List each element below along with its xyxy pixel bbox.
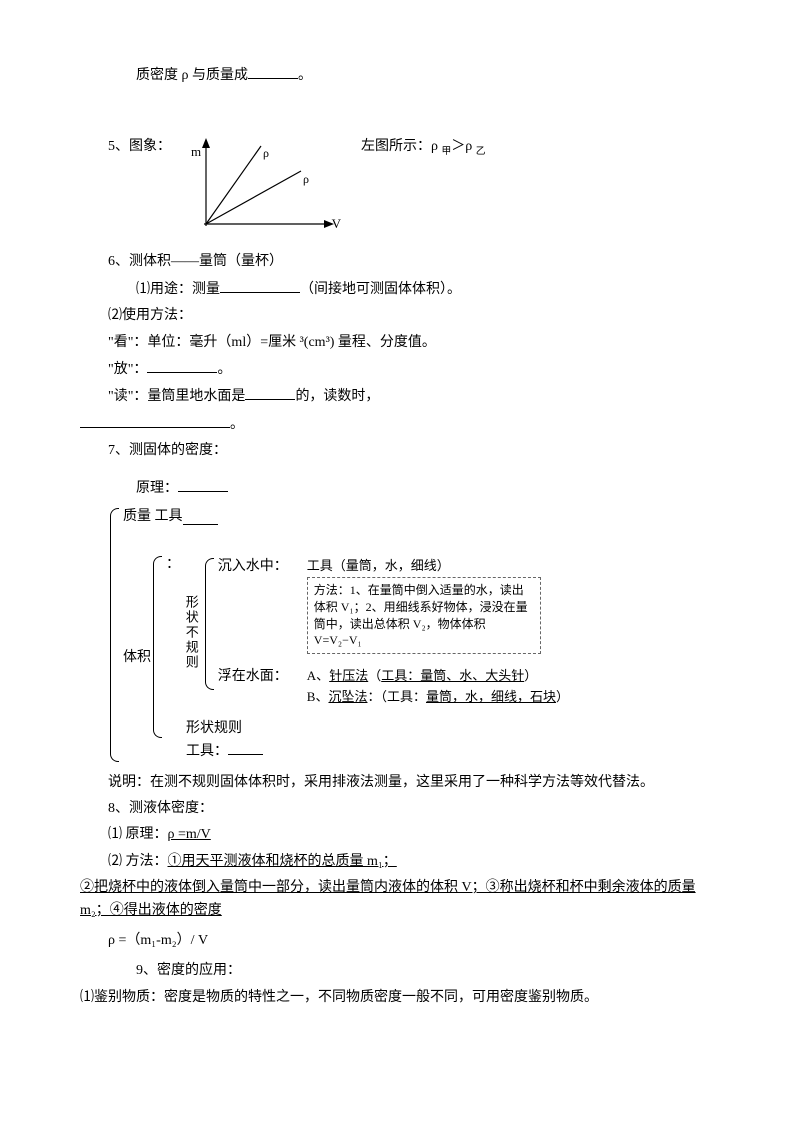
text: 。 [298, 68, 312, 83]
blank [147, 358, 217, 373]
sec7-note: 说明：在测不规则固体体积时，采用排液法测量，这里采用了一种科学方法等效代替法。 [108, 772, 720, 794]
sec6-title: 6、测体积——量筒（量杯） [108, 251, 720, 273]
sink-method: 方法：1、在量筒中倒入适量的水，读出体积 V₁；2、用细线系好物体，浸没在量筒中… [307, 577, 541, 654]
sec8-l3: ②把烧杯中的液体倒入量筒中一部分，读出量筒内液体的体积 V；③称出烧杯和杯中剩余… [80, 877, 720, 922]
float-b: B、沉坠法：（工具：量筒，水，细线，石块） [307, 687, 569, 708]
sec7-tree: 质量 工具 体积 ： 形状不规则 沉入水中： 工具（量筒，水，细线） [108, 504, 720, 766]
text: 质密度 ρ 与质量成 [136, 68, 248, 83]
sec5-label: 5、图象： [108, 136, 171, 158]
axis-m: m [191, 142, 201, 163]
sec6-l5: "读"：量筒里地水面是的，读数时， [108, 385, 720, 408]
blank [245, 385, 295, 400]
sec8-formula: ρ =（m₁-m₂）/ V [108, 930, 720, 952]
sec6-l3: "看"：单位：毫升（ml）=厘米 ³(cm³) 量程、分度值。 [108, 332, 720, 354]
sec6-l2: ⑵使用方法： [108, 305, 720, 327]
rho2: ρ [303, 170, 309, 189]
density-mass-line: 质密度 ρ 与质量成 。 [136, 64, 720, 87]
sec7-principle: 原理： [136, 477, 720, 500]
blank [220, 278, 300, 293]
blank [183, 510, 218, 525]
sec8-l1: ⑴ 原理：ρ =m/V [108, 824, 720, 846]
sec6-l4: "放"：。 [108, 358, 720, 381]
sec8-l2: ⑵ 方法：①用天平测液体和烧杯的总质量 m₁； [108, 851, 720, 873]
sec6-l6: 。 [80, 413, 720, 436]
sec6-l1: ⑴用途：测量（间接地可测固体体积）。 [136, 278, 720, 301]
volume-label: 体积 [123, 647, 151, 669]
density-graph: m V ρ ρ [191, 136, 341, 236]
regular1: 形状规则 [186, 718, 569, 740]
sink-tool: 工具（量筒，水，细线） [307, 556, 541, 577]
mass-tool: 质量 工具 [123, 506, 569, 528]
float-a: A、针压法（工具：量筒、水、大头针） [307, 666, 569, 687]
blank [228, 740, 263, 755]
irregular: 形状不规则 [180, 595, 201, 670]
float-label: 浮在水面： [218, 666, 293, 688]
regular2: 工具： [186, 740, 569, 763]
sink-label: 沉入水中： [218, 556, 293, 578]
sec9-l1: ⑴鉴别物质：密度是物质的特性之一，不同物质密度一般不同，可用密度鉴别物质。 [80, 987, 720, 1009]
sec9-title: 9、密度的应用： [136, 960, 720, 982]
sec7-title: 7、测固体的密度： [108, 440, 720, 462]
blank [248, 64, 298, 79]
sec8-title: 8、测液体密度： [108, 798, 720, 820]
blank [178, 477, 228, 492]
section-5: 5、图象： m V ρ ρ 左图所示：ρ 甲＞ρ 乙 [80, 136, 720, 236]
axis-v: V [332, 214, 341, 235]
blank [80, 413, 230, 428]
rho1: ρ [263, 144, 269, 163]
sec5-right: 左图所示：ρ 甲＞ρ 乙 [361, 136, 486, 159]
